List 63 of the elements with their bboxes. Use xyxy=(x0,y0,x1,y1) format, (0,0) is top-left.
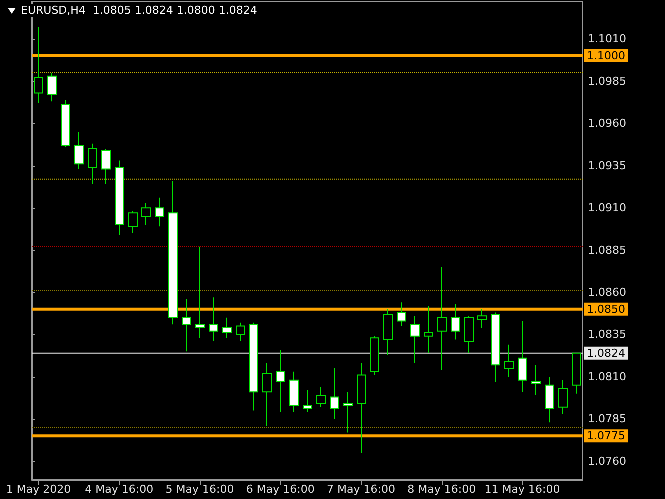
candlestick xyxy=(88,143,97,185)
candlestick xyxy=(383,308,393,356)
candlestick xyxy=(504,344,514,378)
candlestick xyxy=(115,160,124,236)
x-tick-label: 5 May 16:00 xyxy=(166,483,234,496)
candlestick xyxy=(464,316,474,354)
candlestick xyxy=(303,390,312,413)
ref-line-label: 1.0775 xyxy=(587,430,626,443)
ref-line-label: 1.0824 xyxy=(587,346,626,360)
candlestick xyxy=(74,132,84,170)
candlestick xyxy=(531,364,541,396)
x-tick-label: 4 May 16:00 xyxy=(85,483,154,496)
x-tick-label: 8 May 16:00 xyxy=(408,483,476,496)
candlestick xyxy=(236,322,245,342)
ref-line-label: 1.1000 xyxy=(587,50,626,63)
y-tick-label: 1.0960 xyxy=(588,117,626,130)
candlestick xyxy=(343,392,353,434)
y-tick-label: 1.0885 xyxy=(588,244,626,257)
candlestick xyxy=(545,376,554,424)
y-tick-label: 1.0935 xyxy=(588,159,626,172)
y-tick-label: 1.0810 xyxy=(588,370,626,384)
y-tick-label: 1.0835 xyxy=(588,328,626,342)
candlestick xyxy=(168,180,178,326)
candlestick xyxy=(437,266,447,371)
candlestick xyxy=(572,352,581,394)
ref-line-label: 1.0850 xyxy=(587,302,626,316)
chart-title: EURUSD,H4 1.0805 1.0824 1.0800 1.0824 xyxy=(21,4,258,17)
candlestick xyxy=(47,72,57,102)
candlestick xyxy=(451,304,460,340)
candlestick xyxy=(222,317,232,339)
candlestick xyxy=(316,386,326,408)
candlestick xyxy=(276,349,285,413)
x-tick-label: 11 May 16:00 xyxy=(484,483,560,496)
candlestick xyxy=(477,308,487,328)
candlestick xyxy=(61,99,70,148)
candlestick xyxy=(262,362,272,426)
candlestick xyxy=(155,197,164,228)
candlestick xyxy=(101,148,111,185)
candlestick xyxy=(558,380,568,415)
x-tick-label: 1 May 2020 xyxy=(6,483,72,496)
candlestick xyxy=(518,320,527,393)
candlestick xyxy=(141,202,151,226)
candlestick xyxy=(289,371,299,413)
y-tick-label: 1.0860 xyxy=(588,286,626,300)
y-tick-label: 1.1010 xyxy=(588,32,626,46)
candlestick xyxy=(491,312,500,383)
y-tick-label: 1.0760 xyxy=(588,454,626,468)
y-tick-label: 1.0785 xyxy=(588,412,626,426)
candlestick xyxy=(357,362,366,454)
candlestick xyxy=(209,297,218,342)
y-tick-label: 1.0910 xyxy=(588,202,626,215)
candlestick xyxy=(249,322,258,412)
candlestick xyxy=(397,302,406,327)
candlestick xyxy=(128,210,138,234)
y-tick-label: 1.0985 xyxy=(588,74,626,88)
candlestick xyxy=(410,316,420,364)
candlestick xyxy=(330,368,339,420)
candlestick xyxy=(182,298,191,352)
x-tick-label: 6 May 16:00 xyxy=(246,483,315,496)
x-tick-label: 7 May 16:00 xyxy=(327,483,396,496)
candlestick xyxy=(195,246,205,339)
candlestick xyxy=(370,336,379,376)
candlestick xyxy=(424,306,433,354)
